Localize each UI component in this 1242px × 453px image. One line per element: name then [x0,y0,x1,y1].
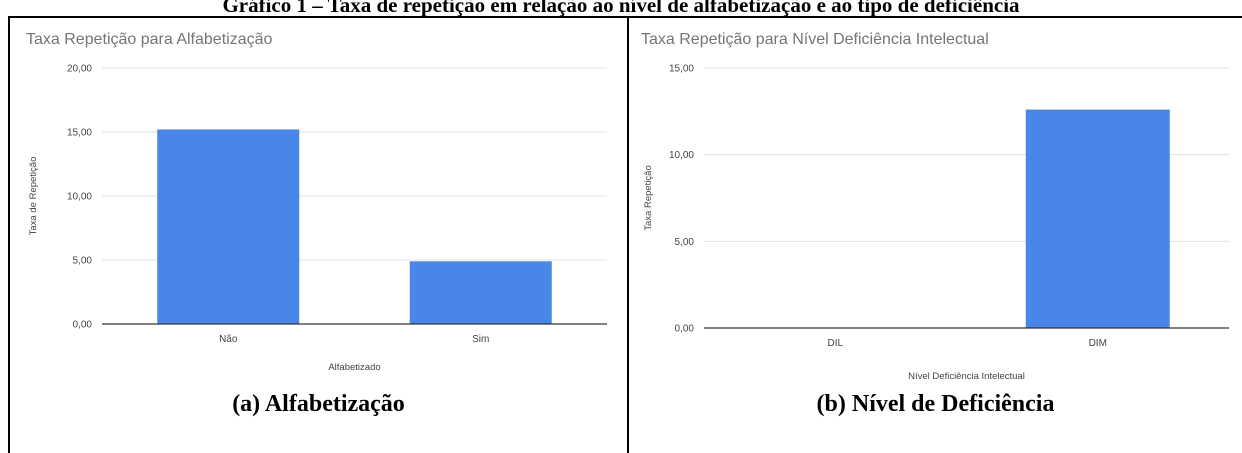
bar [1025,109,1170,328]
caption-a: (a) Alfabetização [232,391,405,417]
bar [409,261,552,324]
y-axis-label: Taxa Repetição [643,165,654,230]
chart-a: Taxa Repetição para Alfabetização 0,00 5,0… [26,31,607,373]
x-tick-label: DIM [1089,338,1107,349]
y-tick-label: 5,00 [675,237,695,248]
y-axis-label: Taxa de Repetição [28,157,39,236]
chart-panel-b: Taxa Repetição para Nível Deficiência In… [629,18,1242,453]
y-tick-label: 5,00 [73,256,93,267]
chart-b: Taxa Repetição para Nível Deficiência In… [641,31,1229,382]
x-axis-label: Nível Deficiência Intelectual [908,371,1025,382]
chart-title: Taxa Repetição para Alfabetização [26,31,272,48]
panel-border-left [8,16,10,453]
y-tick-label: 20,00 [67,64,92,75]
caption-b: (b) Nível de Deficiência [816,391,1055,417]
chart-panel-a: Taxa Repetição para Alfabetização 0,00 5,0… [10,18,627,453]
y-tick-label: 10,00 [669,150,694,161]
y-tick-label: 0,00 [73,320,93,331]
x-tick-label: Sim [472,334,489,345]
panel-divider [627,16,629,453]
x-axis-label: Alfabetizado [328,362,380,373]
bar [157,129,300,324]
panel-border-top [8,16,1242,18]
chart-title: Taxa Repetição para Nível Deficiência In… [641,31,989,48]
y-tick-label: 0,00 [675,324,695,335]
y-tick-label: 15,00 [67,128,92,139]
figure-title: Gráfico 1 – Taxa de repetição em relação… [222,0,1020,17]
y-tick-label: 10,00 [67,192,92,203]
y-tick-label: 15,00 [669,64,694,75]
x-tick-label: DIL [827,338,843,349]
x-tick-label: Não [219,334,238,345]
